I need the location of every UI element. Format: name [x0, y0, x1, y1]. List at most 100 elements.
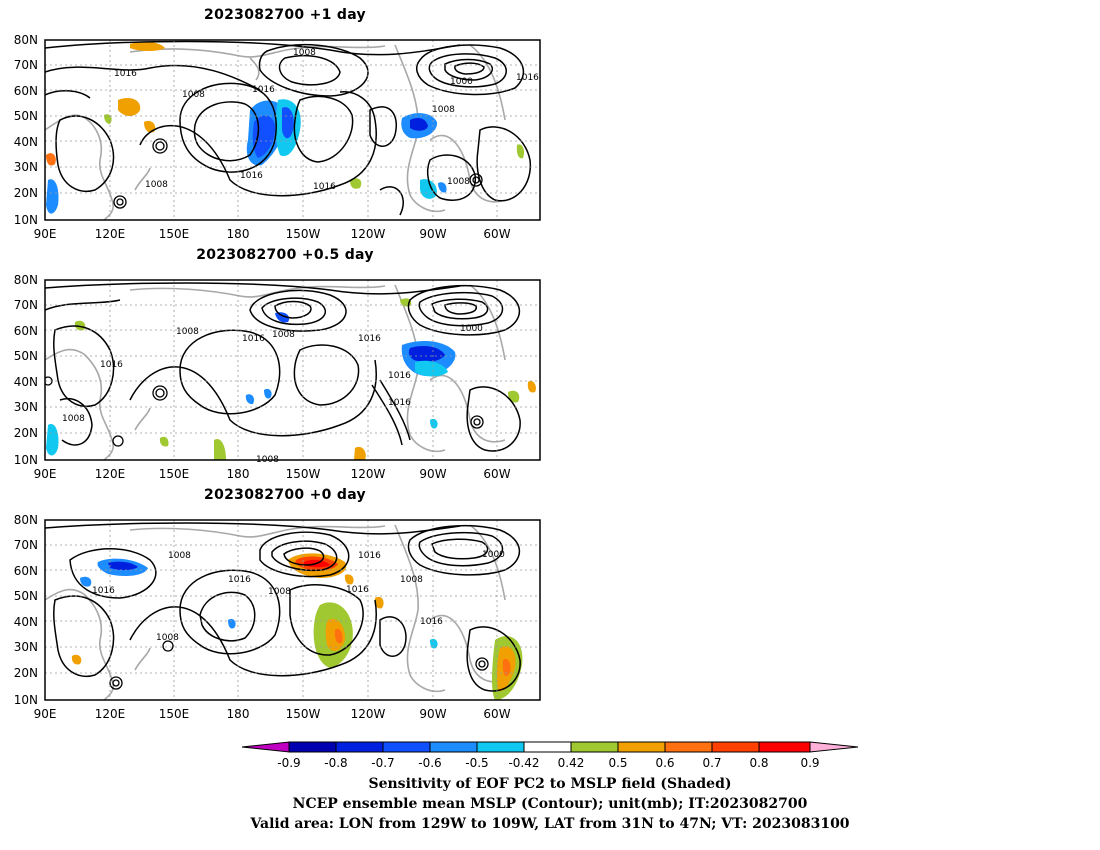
- isobar-label: 1016: [100, 360, 123, 370]
- isobar-label: 1000: [482, 550, 505, 560]
- colorbar-tick-label: -0.6: [418, 756, 441, 770]
- sensitivity-shading: [46, 41, 525, 214]
- isobar-label: 1000: [450, 77, 473, 87]
- isobar-label: 1016: [358, 334, 381, 344]
- isobar-label: 1016: [388, 371, 411, 381]
- lat-label: 20N: [14, 666, 38, 680]
- isobar-label: 1000: [460, 324, 483, 334]
- coastlines: [45, 284, 506, 460]
- map-frame: [44, 39, 541, 221]
- lat-label: 70N: [14, 538, 38, 552]
- caption-line-1: Sensitivity of EOF PC2 to MSLP field (Sh…: [368, 776, 732, 792]
- lon-label: 180: [227, 467, 250, 481]
- lon-label: 120W: [351, 467, 386, 481]
- lat-label: 50N: [14, 589, 38, 603]
- lon-label: 90E: [34, 227, 57, 241]
- lon-label: 150W: [286, 227, 321, 241]
- isobar-label: 1008: [268, 587, 291, 597]
- lon-label: 120W: [351, 707, 386, 721]
- lat-label: 50N: [14, 109, 38, 123]
- isobar-label: 1016: [313, 182, 336, 192]
- isobar-label: 1008: [400, 575, 423, 585]
- lat-label: 10N: [14, 213, 38, 227]
- colorbar-segment: [476, 741, 525, 753]
- lat-label: 60N: [14, 564, 38, 578]
- caption-line-2: NCEP ensemble mean MSLP (Contour); unit(…: [292, 796, 808, 812]
- isobar-labels: 1008 1016 1016 1008 1016 1016 1008 1000 …: [92, 550, 505, 643]
- map-panel-1: 1008 1016 1008 1016 1000 1016 1008 1016 …: [14, 33, 541, 241]
- lat-label: 60N: [14, 84, 38, 98]
- isobar-labels: 1008 1016 1008 1016 1000 1016 1008 1016 …: [114, 48, 539, 192]
- lat-label: 50N: [14, 349, 38, 363]
- isobars: [45, 522, 521, 692]
- isobars: [45, 40, 531, 216]
- map-frame: [44, 279, 541, 461]
- colorbar-tick-label: 0.6: [655, 756, 674, 770]
- lon-label: 90W: [419, 467, 446, 481]
- lat-label: 60N: [14, 324, 38, 338]
- lat-label: 80N: [14, 33, 38, 47]
- lon-label: 60W: [483, 227, 510, 241]
- isobar-label: 1008: [145, 180, 168, 190]
- lat-label: 30N: [14, 640, 38, 654]
- isobar-label: 1008: [62, 414, 85, 424]
- colorbar-segment: [570, 741, 619, 753]
- lat-label: 10N: [14, 693, 38, 707]
- sensitivity-shading: [71, 553, 523, 700]
- colorbar-tick-label: 0.9: [800, 756, 819, 770]
- gridlines: [45, 280, 540, 460]
- coastlines: [45, 44, 506, 220]
- colorbar-segment: [617, 741, 666, 753]
- lon-label: 60W: [483, 707, 510, 721]
- isobar-circles: [109, 640, 489, 690]
- lon-label: 180: [227, 227, 250, 241]
- lat-label: 20N: [14, 426, 38, 440]
- lon-label: 150W: [286, 707, 321, 721]
- lat-label: 40N: [14, 135, 38, 149]
- colorbar-tick-label: 0.5: [608, 756, 627, 770]
- colorbar-segment: [711, 741, 760, 753]
- isobar-label: 1016: [420, 617, 443, 627]
- lon-label: 180: [227, 707, 250, 721]
- colorbar-tick-label: -0.42: [508, 756, 539, 770]
- isobar-label: 1016: [346, 585, 369, 595]
- colorbar-tick-label: 0.42: [558, 756, 585, 770]
- lon-label: 90E: [34, 467, 57, 481]
- lat-label: 20N: [14, 186, 38, 200]
- isobar-label: 1016: [252, 85, 275, 95]
- colorbar: -0.9 -0.8 -0.7 -0.6 -0.5 -0.42 0.42 0.5 …: [241, 741, 859, 770]
- lat-label: 30N: [14, 160, 38, 174]
- colorbar-tick-label: -0.8: [324, 756, 347, 770]
- lat-label: 70N: [14, 58, 38, 72]
- lon-label: 150W: [286, 467, 321, 481]
- colorbar-segment: [288, 741, 337, 753]
- axis-labels: 80N 70N 60N 50N 40N 30N 20N 10N 90E 120E…: [14, 273, 511, 481]
- gridlines: [45, 40, 540, 220]
- lat-label: 40N: [14, 615, 38, 629]
- lat-label: 70N: [14, 298, 38, 312]
- lon-label: 120E: [95, 227, 126, 241]
- isobar-label: 1008: [447, 177, 470, 187]
- isobar-label: 1016: [92, 586, 115, 596]
- isobar-label: 1016: [388, 398, 411, 408]
- isobar-label: 1016: [516, 73, 539, 83]
- isobar-label: 1008: [168, 551, 191, 561]
- lon-label: 90W: [419, 707, 446, 721]
- isobar-label: 1008: [293, 48, 316, 58]
- panel-2-title: 2023082700 +0.5 day: [196, 247, 374, 263]
- lon-label: 150E: [159, 227, 190, 241]
- colorbar-segment-low-arrow: [241, 741, 290, 753]
- colorbar-tick-label: 0.7: [702, 756, 721, 770]
- colorbar-segment: [429, 741, 478, 753]
- isobar-label: 1016: [228, 575, 251, 585]
- coastlines: [45, 524, 506, 700]
- lon-label: 60W: [483, 467, 510, 481]
- colorbar-segment: [382, 741, 431, 753]
- panel-1-title: 2023082700 +1 day: [204, 7, 366, 23]
- lon-label: 90E: [34, 707, 57, 721]
- gridlines: [45, 520, 540, 700]
- isobar-label: 1008: [182, 90, 205, 100]
- isobar-label: 1008: [156, 633, 179, 643]
- lon-label: 150E: [159, 467, 190, 481]
